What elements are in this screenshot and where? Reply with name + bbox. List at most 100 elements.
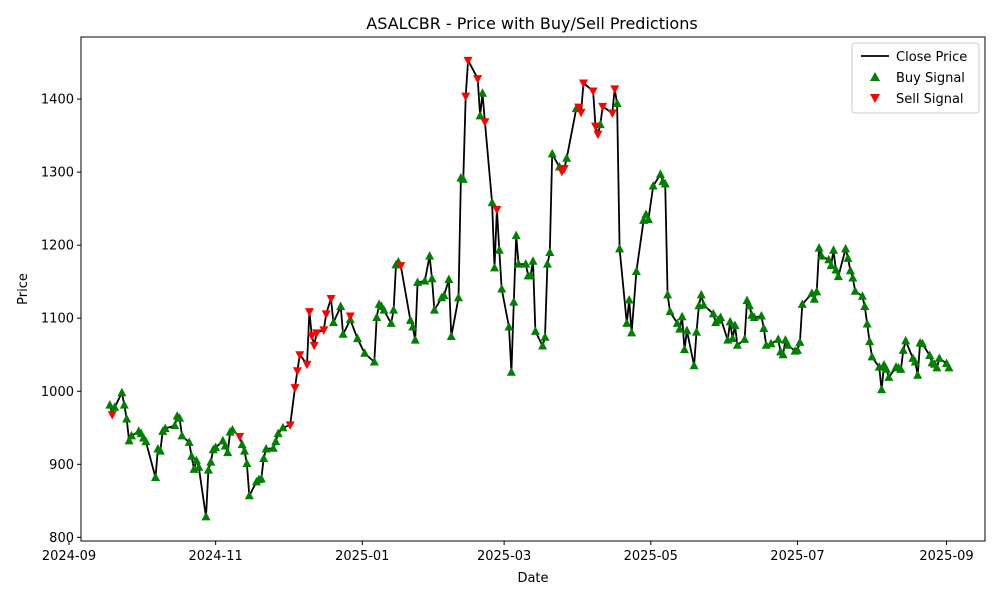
buy-signal-point (759, 323, 769, 332)
buy-signal-point (256, 473, 266, 483)
sell-signal-point (326, 294, 336, 304)
y-tick-label: 1300 (41, 166, 74, 181)
buy-signal-point (487, 197, 497, 207)
buy-signal-point (881, 364, 891, 373)
buy-signal-point (728, 333, 738, 343)
buy-signal-point (227, 424, 237, 434)
buy-signal-point (475, 110, 485, 120)
buy-signal-point (833, 271, 843, 281)
x-tick-label: 2025-01 (335, 549, 389, 564)
buy-signal-point (814, 243, 824, 252)
buy-signal-point (843, 253, 853, 262)
buy-signal-point (773, 334, 783, 343)
buy-signal-point (506, 367, 516, 376)
x-tick-label: 2025-03 (477, 549, 531, 564)
buy-signal-point (540, 332, 550, 341)
buy-signal-point (663, 289, 673, 299)
buy-signal-point (862, 319, 872, 328)
buy-signal-point (497, 284, 507, 293)
buy-signal-point (691, 327, 701, 336)
sell-signal-point (304, 308, 314, 317)
buy-signal-point (122, 414, 132, 423)
plot-area (80, 36, 986, 542)
buy-signal-point (874, 362, 884, 371)
buy-signal-point (453, 292, 463, 302)
buy-signal-point (141, 436, 151, 446)
y-tick-label: 1200 (41, 239, 74, 254)
buy-signal-point (242, 458, 252, 468)
buy-signal-point (660, 178, 670, 188)
buy-signal-point (865, 336, 875, 346)
sell-signal-point (578, 79, 588, 89)
y-axis-ticks: 800 900 1000 1100 1200 1300 1400 (41, 93, 81, 546)
buy-signal-point (530, 326, 540, 335)
buy-signal-point (478, 88, 488, 97)
buy-signal-point (756, 311, 766, 320)
buy-signal-point (612, 98, 622, 107)
buy-signal-point (360, 348, 370, 357)
buy-signal-point (562, 153, 572, 162)
buy-signal-point (812, 286, 822, 296)
chart-title: ASALCBR - Price with Buy/Sell Prediction… (366, 14, 697, 33)
buy-signal-point (901, 335, 911, 345)
buy-signal-point (259, 453, 269, 462)
buy-signal-point (177, 430, 187, 440)
sell-signal-point (591, 122, 601, 132)
buy-signal-point (944, 362, 954, 372)
buy-signal-point (223, 447, 233, 457)
sell-signal-point (285, 421, 295, 430)
y-tick-label: 1100 (41, 312, 74, 327)
buy-signal-point (783, 340, 793, 349)
buy-signal-point (826, 260, 836, 270)
buy-signal-point (677, 311, 687, 321)
buy-signal-point (119, 400, 129, 409)
buy-signal-point (627, 327, 637, 337)
buy-signal-point (336, 301, 346, 311)
sell-signal-point (598, 102, 608, 112)
sell-signal-markers (107, 56, 620, 442)
sell-signal-point (309, 341, 319, 351)
buy-signal-point (439, 290, 449, 300)
sell-signal-point (302, 360, 312, 370)
buy-signal-point (689, 360, 699, 370)
buy-signal-point (160, 423, 170, 433)
legend-buy-swatch (870, 72, 880, 81)
buy-signal-point (860, 301, 870, 311)
legend-buy-label: Buy Signal (896, 71, 965, 86)
buy-signal-point (379, 305, 389, 314)
buy-signal-point (841, 243, 851, 253)
buy-signal-point (526, 270, 536, 280)
buy-signal-point (547, 148, 557, 158)
buy-signal-point (857, 291, 867, 300)
buy-signal-point (504, 321, 514, 331)
sell-signal-point (480, 118, 490, 127)
buy-signal-point (542, 259, 552, 268)
sell-signal-point (321, 310, 331, 319)
buy-signal-point (338, 329, 348, 338)
y-tick-label: 1400 (41, 93, 74, 108)
buy-signal-point (386, 318, 396, 327)
buy-signal-point (511, 230, 521, 240)
sell-signal-point (610, 85, 620, 94)
buy-signal-point (425, 251, 435, 260)
buy-signal-point (538, 340, 548, 350)
buy-signal-markers (105, 88, 954, 521)
buy-signal-point (410, 335, 420, 344)
buy-signal-point (446, 331, 456, 340)
y-tick-label: 900 (49, 458, 74, 473)
buy-signal-point (352, 333, 362, 343)
buy-signal-point (189, 464, 199, 473)
buy-signal-point (766, 338, 776, 348)
buy-signal-point (170, 420, 180, 430)
buy-signal-point (932, 362, 942, 372)
legend-close-label: Close Price (896, 50, 967, 65)
x-tick-label: 2025-05 (624, 549, 678, 564)
buy-signal-point (444, 274, 454, 284)
buy-signal-point (648, 181, 658, 190)
buy-signal-point (268, 443, 278, 452)
y-tick-label: 800 (49, 531, 74, 546)
buy-signal-point (237, 439, 247, 449)
buy-signal-point (413, 277, 423, 286)
buy-signal-point (458, 174, 468, 183)
buy-signal-point (732, 340, 742, 349)
